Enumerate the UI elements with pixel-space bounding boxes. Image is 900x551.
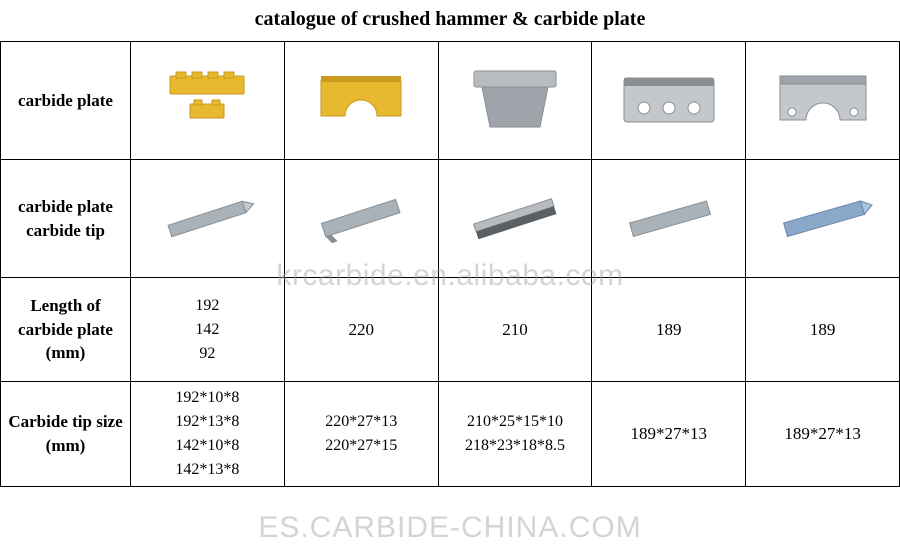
tipsize-cell-4: 189*27*13 xyxy=(746,382,900,487)
plate-cell-2 xyxy=(438,42,592,160)
plate-steel-flap-icon xyxy=(460,61,570,141)
row-tipsize: Carbide tip size (mm) 192*10*8192*13*814… xyxy=(1,382,900,487)
plate-cell-4 xyxy=(746,42,900,160)
plate-steel-holes-icon xyxy=(614,66,724,136)
page-title: catalogue of crushed hammer & carbide pl… xyxy=(0,0,900,41)
row-label-tipsize: Carbide tip size (mm) xyxy=(1,382,131,487)
row-label-plate: carbide plate xyxy=(1,42,131,160)
tipsize-cell-2: 210*25*15*10218*23*18*8.5 xyxy=(438,382,592,487)
tip-bar-icon xyxy=(614,189,724,249)
tipsize-cell-3: 189*27*13 xyxy=(592,382,746,487)
tipsize-cell-1: 220*27*13220*27*15 xyxy=(284,382,438,487)
tip-cell-1 xyxy=(284,160,438,278)
row-tip: carbide plate carbide tip xyxy=(1,160,900,278)
tip-bar-blue-icon xyxy=(768,189,878,249)
tip-bar-two-tone-icon xyxy=(460,189,570,249)
tipsize-cell-0: 192*10*8192*13*8142*10*8142*13*8 xyxy=(131,382,285,487)
length-cell-4: 189 xyxy=(746,278,900,382)
length-cell-3: 189 xyxy=(592,278,746,382)
tip-cell-4 xyxy=(746,160,900,278)
tip-cell-0 xyxy=(131,160,285,278)
plate-cell-3 xyxy=(592,42,746,160)
length-cell-1: 220 xyxy=(284,278,438,382)
plate-yellow-comb-icon xyxy=(162,66,252,136)
length-cell-0: 19214292 xyxy=(131,278,285,382)
row-label-tip: carbide plate carbide tip xyxy=(1,160,131,278)
plate-cell-1 xyxy=(284,42,438,160)
plate-cell-0 xyxy=(131,42,285,160)
plate-steel-notch-icon xyxy=(768,66,878,136)
row-label-length: Length of carbide plate (mm) xyxy=(1,278,131,382)
tip-cell-2 xyxy=(438,160,592,278)
plate-yellow-arch-icon xyxy=(311,66,411,136)
tip-bar-icon xyxy=(152,189,262,249)
row-length: Length of carbide plate (mm) 19214292 22… xyxy=(1,278,900,382)
catalogue-table: carbide plate xyxy=(0,41,900,487)
row-plate: carbide plate xyxy=(1,42,900,160)
watermark-bottom: ES.CARBIDE-CHINA.COM xyxy=(258,511,641,545)
length-cell-2: 210 xyxy=(438,278,592,382)
tip-bar-bent-icon xyxy=(306,189,416,249)
tip-cell-3 xyxy=(592,160,746,278)
